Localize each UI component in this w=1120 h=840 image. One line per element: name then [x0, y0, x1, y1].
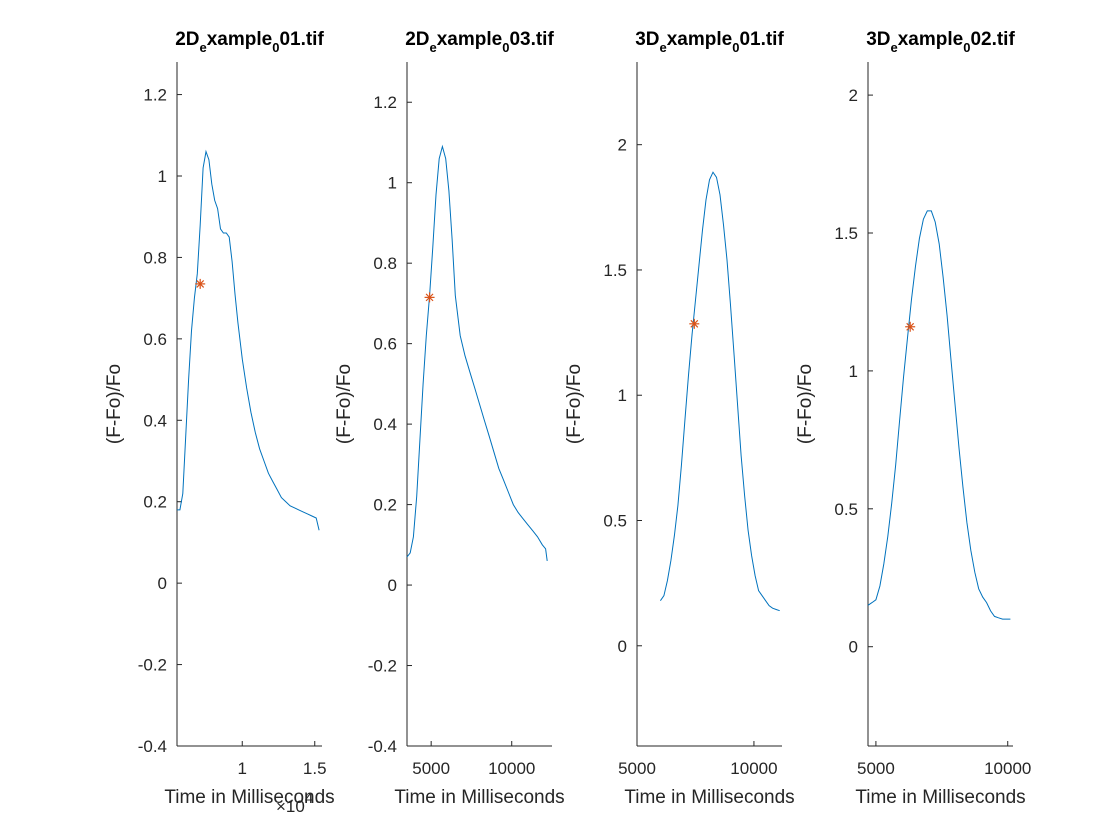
title-part-end: 01.tif [739, 29, 784, 50]
asterisk-marker [689, 318, 700, 329]
x-tick-label: 10000 [488, 759, 535, 778]
title-part-sub2: 0 [963, 40, 970, 55]
title-part-end: 03.tif [509, 29, 554, 50]
y-tick-label: 0.8 [373, 254, 397, 273]
x-tick-label: 10000 [730, 759, 777, 778]
title-part-sub1: e [890, 40, 897, 55]
y-tick-label: 0.2 [373, 496, 397, 515]
x-exponent-prefix: ×10 [276, 797, 305, 816]
y-tick-label: 0 [618, 637, 627, 656]
series-line-1 [406, 144, 548, 561]
subplot-title: 2Dexample001.tif [175, 29, 324, 55]
x-tick-label: 5000 [857, 759, 895, 778]
title-part-sub1: e [659, 40, 666, 55]
title-part-mid: xample [207, 29, 272, 50]
y-tick-label: 1 [618, 386, 627, 405]
series-line-1 [867, 210, 1011, 620]
y-tick-label: 1.5 [603, 261, 627, 280]
y-tick-label: 1 [849, 362, 858, 381]
y-tick-label: 1 [158, 167, 167, 186]
subplot-2: -0.4 -0.2 0 0.2 0.4 0.6 0.8 1 1.2 5000 10000 Time i… [334, 29, 565, 808]
title-part-mid: xample [898, 29, 963, 50]
y-axis-label: (F-Fo)/Fo [564, 364, 585, 444]
title-part-sub1: e [199, 40, 206, 55]
title-part-end: 02.tif [970, 29, 1015, 50]
title-part-main: 2D [405, 29, 429, 50]
x-axis-label: Time in Milliseconds [164, 787, 334, 808]
x-tick-label: 10000 [984, 759, 1031, 778]
y-tick-label: -0.2 [368, 657, 397, 676]
marker-stroke [690, 319, 699, 328]
asterisk-marker [905, 321, 916, 332]
subplot-3: 0 0.5 1 1.5 2 5000 10000 Time in Milliseconds (F… [564, 29, 795, 808]
y-tick-label: 0.2 [143, 493, 167, 512]
asterisk-marker [424, 292, 435, 303]
y-tick-label: 1.2 [143, 86, 167, 105]
x-exponent-label: ×104 [276, 790, 313, 816]
y-axis-label: (F-Fo)/Fo [104, 364, 125, 444]
y-tick-label: 1 [388, 174, 397, 193]
title-part-sub2: 0 [732, 40, 739, 55]
y-tick-label: 0.4 [143, 411, 167, 430]
x-axis-label: Time in Milliseconds [624, 787, 794, 808]
x-exponent-power: 4 [305, 790, 313, 807]
x-axis-label: Time in Milliseconds [394, 787, 564, 808]
y-tick-label: 1.2 [373, 93, 397, 112]
title-part-sub1: e [429, 40, 436, 55]
y-tick-label: 2 [849, 86, 858, 105]
title-part-sub2: 0 [502, 40, 509, 55]
x-tick-label: 1 [238, 759, 247, 778]
subplot-title: 3Dexample002.tif [866, 29, 1015, 55]
y-tick-label: -0.2 [138, 656, 167, 675]
y-tick-label: 0.6 [143, 330, 167, 349]
y-tick-label: 2 [618, 136, 627, 155]
y-tick-label: 0 [158, 574, 167, 593]
y-tick-label: 0.5 [603, 512, 627, 531]
subplot-title: 3Dexample001.tif [635, 29, 784, 55]
y-tick-label: 0.5 [834, 500, 858, 519]
y-tick-label: 1.5 [834, 224, 858, 243]
y-tick-label: 0.6 [373, 335, 397, 354]
marker-stroke [196, 279, 205, 288]
series-line-1 [659, 171, 780, 612]
marker-stroke [906, 322, 915, 331]
title-part-main: 3D [635, 29, 659, 50]
y-axis-label: (F-Fo)/Fo [334, 364, 355, 444]
title-part-main: 3D [866, 29, 890, 50]
y-tick-label: 0 [849, 638, 858, 657]
y-tick-label: -0.4 [368, 737, 397, 756]
series-line-1 [177, 149, 320, 531]
marker-stroke [425, 293, 434, 302]
y-axis-label: (F-Fo)/Fo [795, 364, 816, 444]
title-part-mid: xample [437, 29, 502, 50]
asterisk-marker [195, 278, 206, 289]
subplot-title: 2Dexample003.tif [405, 29, 554, 55]
x-tick-label: 5000 [618, 759, 656, 778]
title-part-mid: xample [667, 29, 732, 50]
title-part-main: 2D [175, 29, 199, 50]
subplot-4: 0 0.5 1 1.5 2 5000 10000 Time in Milliseconds (F… [795, 29, 1031, 808]
y-tick-label: 0 [388, 576, 397, 595]
y-tick-label: 0.8 [143, 248, 167, 267]
title-part-sub2: 0 [272, 40, 279, 55]
title-part-end: 01.tif [279, 29, 324, 50]
x-tick-label: 5000 [412, 759, 450, 778]
y-tick-label: -0.4 [138, 737, 167, 756]
x-tick-label: 1.5 [303, 759, 327, 778]
x-axis-label: Time in Milliseconds [855, 787, 1025, 808]
y-tick-label: 0.4 [373, 415, 397, 434]
